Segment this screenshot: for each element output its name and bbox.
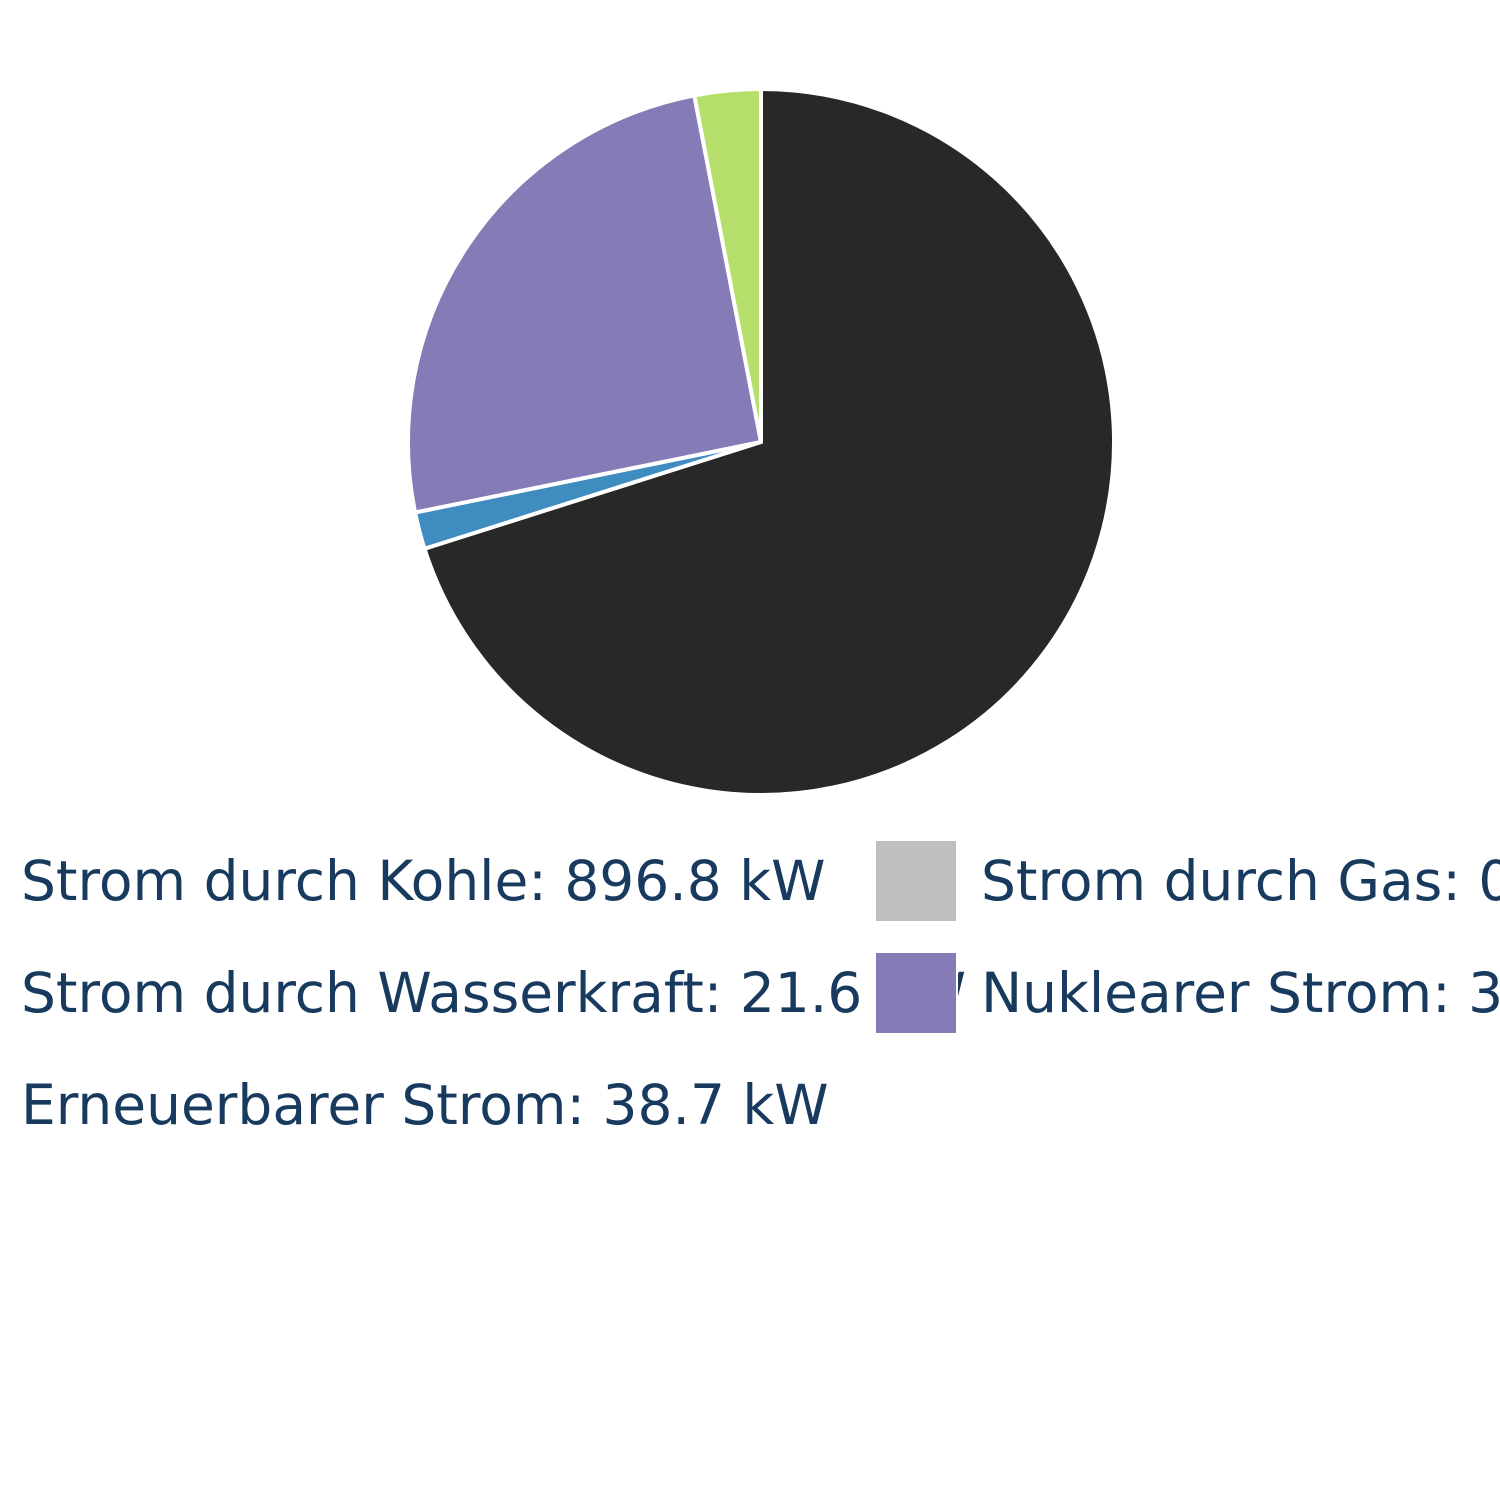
legend-item: Erneuerbarer Strom: 38.7 kW	[21, 1073, 829, 1137]
pie-slice-strom-durch-kohle	[422, 87, 1116, 797]
legend-swatch	[874, 839, 958, 923]
legend: Strom durch Kohle: 896.8 kW Strom durch G…	[21, 839, 1500, 1137]
legend-label: Strom durch Wasserkraft: 21.6 kW	[21, 961, 966, 1025]
legend-label: Erneuerbarer Strom: 38.7 kW	[21, 1073, 829, 1137]
legend-label: Nuklearer Strom: 3	[981, 961, 1500, 1025]
legend-label: Strom durch Kohle: 896.8 kW	[21, 849, 825, 913]
pie-slice-nuklearer-strom	[406, 93, 763, 515]
pie-slice-erneuerbarer-strom	[692, 87, 763, 444]
legend-item: Strom durch Wasserkraft: 21.6 kW	[21, 961, 966, 1025]
legend-item: Strom durch Kohle: 896.8 kW	[21, 849, 825, 913]
legend-swatch	[874, 951, 958, 1035]
pie-slices	[406, 87, 1116, 797]
legend-item: Nuklearer Strom: 3	[874, 951, 1500, 1035]
legend-item: Strom durch Gas: 0	[874, 839, 1500, 923]
legend-label: Strom durch Gas: 0	[981, 849, 1500, 913]
